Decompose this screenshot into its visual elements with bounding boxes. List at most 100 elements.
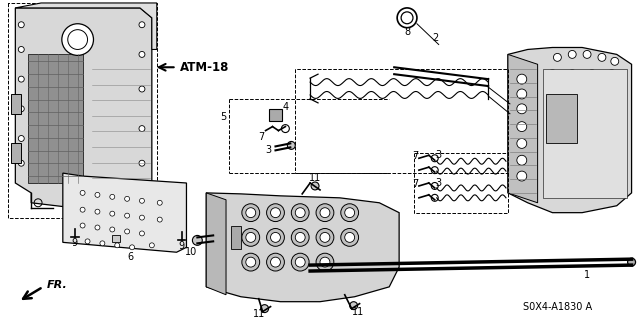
Text: 7: 7 [412,179,418,189]
Polygon shape [63,173,186,252]
Circle shape [548,169,557,178]
Text: FR.: FR. [47,280,68,290]
Circle shape [139,160,145,166]
Circle shape [68,30,88,49]
Circle shape [100,241,105,246]
Circle shape [271,257,280,267]
Circle shape [568,149,577,158]
Text: 2: 2 [433,33,439,43]
Circle shape [607,169,616,178]
Circle shape [149,243,154,248]
Circle shape [267,253,284,271]
Circle shape [607,70,616,79]
Circle shape [568,169,577,178]
Circle shape [19,47,24,52]
Circle shape [80,223,85,228]
Circle shape [95,192,100,197]
Circle shape [287,141,295,149]
Circle shape [62,24,93,56]
Circle shape [517,138,527,148]
Circle shape [548,109,557,118]
Circle shape [548,90,557,99]
Circle shape [95,225,100,230]
Circle shape [19,136,24,141]
Circle shape [316,204,334,222]
Circle shape [349,302,358,310]
Polygon shape [12,94,21,114]
Circle shape [588,109,596,118]
Circle shape [588,129,596,138]
Circle shape [517,171,527,181]
Circle shape [431,155,438,162]
Circle shape [607,109,616,118]
Circle shape [568,189,577,197]
Circle shape [628,258,636,266]
Circle shape [80,207,85,212]
Circle shape [548,189,557,197]
Circle shape [340,228,358,246]
Circle shape [85,239,90,244]
Polygon shape [15,3,157,49]
Polygon shape [508,48,632,213]
Circle shape [139,126,145,131]
Circle shape [548,70,557,79]
Text: 1: 1 [584,270,590,280]
Circle shape [345,208,355,218]
Circle shape [517,155,527,165]
Circle shape [611,57,619,65]
Text: 7: 7 [259,131,265,142]
Circle shape [340,204,358,222]
Circle shape [291,204,309,222]
Circle shape [260,305,269,313]
Text: 9: 9 [179,241,184,251]
Circle shape [431,194,438,201]
Circle shape [316,253,334,271]
Polygon shape [15,8,152,208]
Circle shape [588,149,596,158]
Polygon shape [112,235,120,242]
Circle shape [19,22,24,28]
Circle shape [397,8,417,28]
Circle shape [583,50,591,58]
Circle shape [311,182,319,190]
Circle shape [588,70,596,79]
Circle shape [568,129,577,138]
Circle shape [401,12,413,24]
Circle shape [140,215,145,220]
Text: 11: 11 [309,173,321,183]
Text: 10: 10 [186,247,198,257]
Polygon shape [269,109,282,121]
Circle shape [246,208,256,218]
Circle shape [607,90,616,99]
Circle shape [139,22,145,28]
Circle shape [242,253,260,271]
Polygon shape [543,69,627,198]
Circle shape [295,257,305,267]
Circle shape [548,129,557,138]
Text: 11: 11 [351,307,364,316]
Circle shape [431,182,438,189]
Circle shape [246,233,256,242]
Circle shape [431,167,438,174]
Circle shape [588,169,596,178]
Circle shape [607,149,616,158]
Circle shape [320,233,330,242]
Circle shape [316,228,334,246]
Circle shape [139,51,145,57]
Circle shape [320,257,330,267]
Circle shape [598,53,606,61]
Circle shape [267,228,284,246]
Circle shape [554,53,561,61]
Polygon shape [206,193,399,302]
Text: 5: 5 [220,112,226,122]
Circle shape [568,50,576,58]
Text: 3: 3 [266,145,271,155]
Circle shape [271,208,280,218]
Circle shape [19,160,24,166]
Text: 3: 3 [436,150,442,160]
Text: 8: 8 [404,27,410,37]
Circle shape [345,233,355,242]
Circle shape [517,104,527,114]
Circle shape [110,211,115,216]
Polygon shape [545,94,577,144]
